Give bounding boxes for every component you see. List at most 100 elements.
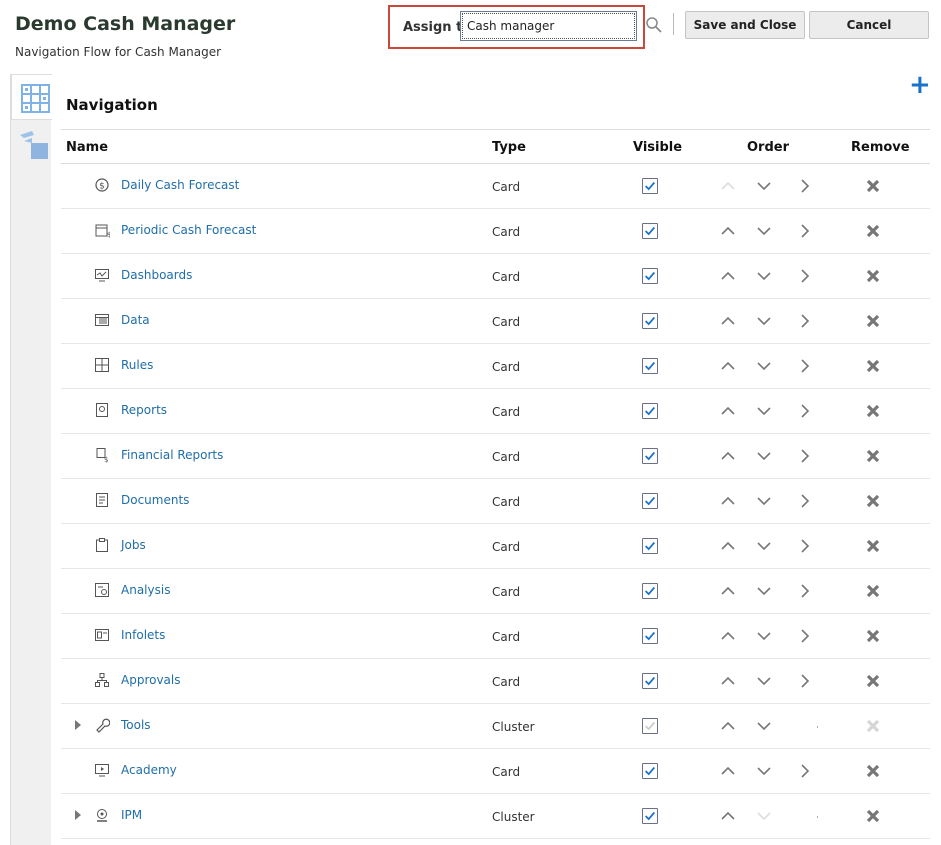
move-up-icon[interactable] [720, 268, 736, 284]
drill-in-icon[interactable] [797, 583, 813, 599]
move-up-icon[interactable] [720, 763, 736, 779]
remove-icon[interactable] [865, 718, 881, 734]
row-name-link[interactable]: Academy [121, 763, 177, 777]
visible-checkbox[interactable] [642, 493, 658, 509]
move-down-icon[interactable] [756, 808, 772, 824]
remove-icon[interactable] [865, 358, 881, 374]
row-name-link[interactable]: Approvals [121, 673, 181, 687]
move-up-icon[interactable] [720, 628, 736, 644]
row-name-link[interactable]: Periodic Cash Forecast [121, 223, 257, 237]
move-down-icon[interactable] [756, 493, 772, 509]
drill-in-icon[interactable] [797, 673, 813, 689]
visible-checkbox[interactable] [642, 763, 658, 779]
drill-in-icon[interactable] [797, 493, 813, 509]
row-name-link[interactable]: Infolets [121, 628, 166, 642]
remove-icon[interactable] [865, 448, 881, 464]
assign-to-input[interactable] [460, 11, 637, 41]
move-down-icon[interactable] [756, 268, 772, 284]
row-type: Card [492, 225, 521, 239]
remove-icon[interactable] [865, 538, 881, 554]
move-up-icon[interactable] [720, 223, 736, 239]
drill-in-icon[interactable] [797, 628, 813, 644]
move-up-icon[interactable] [720, 718, 736, 734]
row-name-link[interactable]: Dashboards [121, 268, 193, 282]
drill-in-icon[interactable] [797, 403, 813, 419]
move-down-icon[interactable] [756, 313, 772, 329]
move-down-icon[interactable] [756, 628, 772, 644]
visible-checkbox[interactable] [642, 538, 658, 554]
page-subtitle: Navigation Flow for Cash Manager [15, 45, 222, 59]
row-name-link[interactable]: IPM [121, 808, 143, 822]
drill-in-icon[interactable] [797, 313, 813, 329]
move-up-icon[interactable] [720, 178, 736, 194]
row-name-link[interactable]: Data [121, 313, 150, 327]
expand-triangle-icon[interactable] [75, 720, 81, 730]
move-up-icon[interactable] [720, 673, 736, 689]
move-down-icon[interactable] [756, 223, 772, 239]
drill-in-icon[interactable] [797, 358, 813, 374]
save-and-close-button[interactable]: Save and Close [685, 11, 805, 39]
remove-icon[interactable] [865, 673, 881, 689]
move-down-icon[interactable] [756, 763, 772, 779]
move-down-icon[interactable] [756, 583, 772, 599]
remove-icon[interactable] [865, 223, 881, 239]
remove-icon[interactable] [865, 628, 881, 644]
drill-in-icon[interactable] [797, 268, 813, 284]
move-up-icon[interactable] [720, 808, 736, 824]
visible-checkbox[interactable] [642, 178, 658, 194]
drill-in-icon[interactable] [797, 538, 813, 554]
row-name-link[interactable]: Tools [121, 718, 151, 732]
visible-checkbox[interactable] [642, 718, 658, 734]
row-name-link[interactable]: Daily Cash Forecast [121, 178, 240, 192]
visible-checkbox[interactable] [642, 313, 658, 329]
add-icon[interactable]: + [909, 70, 931, 100]
visible-checkbox[interactable] [642, 583, 658, 599]
search-icon[interactable] [645, 16, 663, 34]
move-up-icon[interactable] [720, 403, 736, 419]
row-name-link[interactable]: Rules [121, 358, 154, 372]
row-name-link[interactable]: Documents [121, 493, 190, 507]
expand-triangle-icon[interactable] [75, 810, 81, 820]
move-down-icon[interactable] [756, 358, 772, 374]
remove-icon[interactable] [865, 583, 881, 599]
move-up-icon[interactable] [720, 583, 736, 599]
move-up-icon[interactable] [720, 448, 736, 464]
remove-icon[interactable] [865, 268, 881, 284]
remove-icon[interactable] [865, 313, 881, 329]
move-down-icon[interactable] [756, 538, 772, 554]
visible-checkbox[interactable] [642, 808, 658, 824]
visible-checkbox[interactable] [642, 358, 658, 374]
drill-in-icon[interactable] [797, 448, 813, 464]
row-name-link[interactable]: Reports [121, 403, 168, 417]
remove-icon[interactable] [865, 178, 881, 194]
tab-navigation-grid[interactable] [11, 74, 52, 120]
move-up-icon[interactable] [720, 493, 736, 509]
drill-in-icon[interactable] [797, 223, 813, 239]
remove-icon[interactable] [865, 493, 881, 509]
move-down-icon[interactable] [756, 718, 772, 734]
move-up-icon[interactable] [720, 313, 736, 329]
move-down-icon[interactable] [756, 403, 772, 419]
move-up-icon[interactable] [720, 538, 736, 554]
move-up-icon[interactable] [720, 358, 736, 374]
visible-checkbox[interactable] [642, 223, 658, 239]
row-name-link[interactable]: Financial Reports [121, 448, 224, 462]
visible-checkbox[interactable] [642, 448, 658, 464]
move-down-icon[interactable] [756, 178, 772, 194]
remove-icon[interactable] [865, 808, 881, 824]
drill-in-icon[interactable] [797, 763, 813, 779]
cancel-button[interactable]: Cancel [809, 11, 929, 39]
visible-checkbox[interactable] [642, 268, 658, 284]
dollar-refresh-icon: $ [95, 178, 109, 192]
drill-in-icon[interactable] [797, 178, 813, 194]
visible-checkbox[interactable] [642, 673, 658, 689]
row-name-link[interactable]: Jobs [121, 538, 146, 552]
move-down-icon[interactable] [756, 448, 772, 464]
remove-icon[interactable] [865, 763, 881, 779]
visible-checkbox[interactable] [642, 628, 658, 644]
remove-icon[interactable] [865, 403, 881, 419]
tab-cards[interactable] [11, 124, 52, 164]
row-name-link[interactable]: Analysis [121, 583, 171, 597]
visible-checkbox[interactable] [642, 403, 658, 419]
move-down-icon[interactable] [756, 673, 772, 689]
